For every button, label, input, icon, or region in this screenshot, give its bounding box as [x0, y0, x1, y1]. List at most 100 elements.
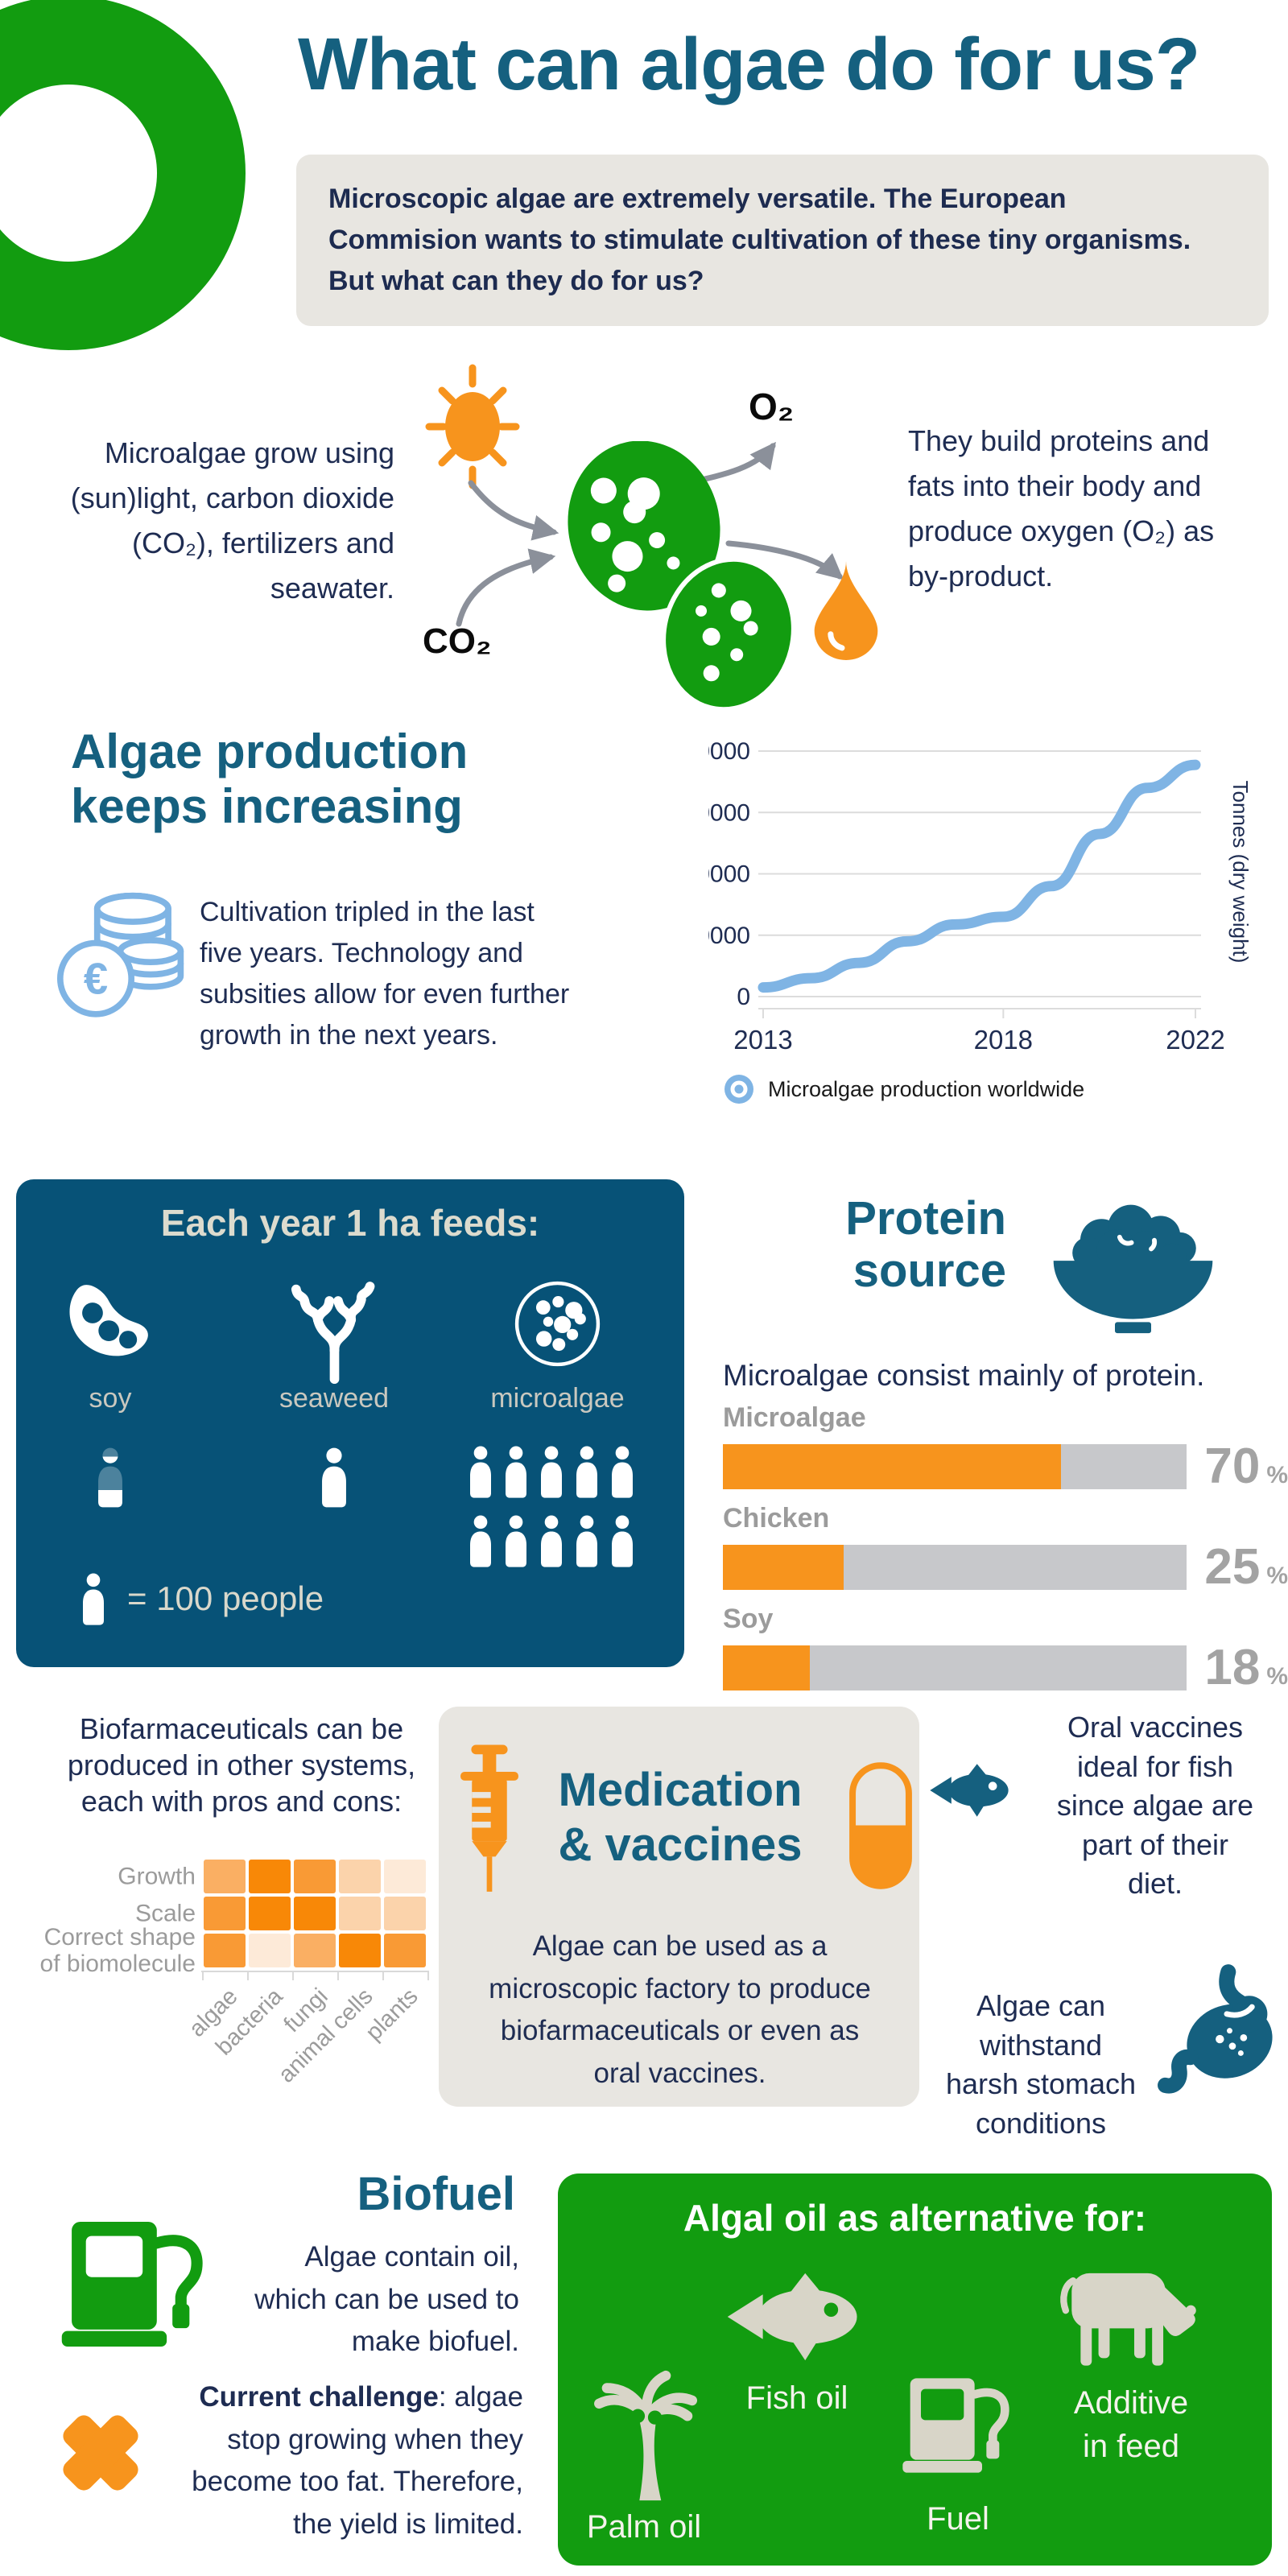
- bar-track: [723, 1645, 1187, 1690]
- o2-label: O₂: [749, 386, 795, 427]
- bar-track: [723, 1444, 1187, 1489]
- heatmap-cell: [384, 1860, 426, 1893]
- svg-text:80000: 80000: [708, 738, 750, 765]
- production-line: [758, 759, 1201, 993]
- person-icon: [571, 1439, 603, 1505]
- fish-text: Oral vaccines ideal for fish since algae…: [1056, 1711, 1254, 1901]
- bar-label: Soy: [723, 1604, 774, 1634]
- feed-label-soy: soy: [89, 1383, 132, 1414]
- heatmap-cell: [339, 1860, 381, 1893]
- bar-label: Microalgae: [723, 1402, 866, 1433]
- bar-value: 18%: [1204, 1640, 1288, 1695]
- co2-label: CO₂: [423, 621, 492, 661]
- bar-fill: [723, 1545, 844, 1590]
- sun-arrow-icon: [468, 480, 559, 541]
- fuel-icon: [902, 2378, 1009, 2473]
- biofarma-heading: Biofarmaceuticals can be produced in oth…: [67, 1712, 416, 1818]
- person-icon: [500, 1509, 532, 1575]
- svg-text:40000: 40000: [708, 861, 750, 888]
- legend-label: Microalgae production worldwide: [768, 1077, 1084, 1101]
- fish-oil-label: Fish oil: [745, 2380, 848, 2416]
- heatmap-cell: [384, 1934, 426, 1967]
- medication-box: [439, 1707, 919, 2107]
- co2-arrow-icon: [456, 548, 556, 627]
- person-icon: [77, 1567, 109, 1633]
- medication-body: Algae can be used as a microscopic facto…: [489, 1930, 871, 2089]
- biofuel-body: Algae contain oil, which can be used to …: [254, 2241, 519, 2357]
- protein-bar-chart: Microalgae 70% Chicken 25% Soy: [723, 1402, 1288, 1693]
- heatmap-cell: [294, 1934, 336, 1967]
- euro-coins-icon: €: [56, 892, 184, 1018]
- challenge-rest: : algae stop growing when they become to…: [192, 2381, 523, 2540]
- heatmap-row-label: Scale: [134, 1900, 196, 1927]
- additive-label: Additive in feed: [1073, 2385, 1189, 2464]
- production-body: Cultivation tripled in the last five yea…: [200, 897, 570, 1051]
- svg-text:€: €: [84, 954, 108, 1003]
- heatmap-cell: [249, 1860, 291, 1893]
- palm-tree-icon: [594, 2370, 698, 2501]
- heatmap-row-label: Correct shape of biomolecule: [39, 1924, 196, 1977]
- production-line-chart: 0 20000 40000 60000 80000 2013 2018 2022 Tonnes …: [683, 729, 1272, 1115]
- stomach-text: Algae can withstand harsh stomach condit…: [945, 1989, 1137, 2140]
- intro-box: Microscopic algae are extremely versatil…: [296, 155, 1269, 326]
- bar-label: Chicken: [723, 1503, 830, 1534]
- heatmap-cell: [249, 1897, 291, 1930]
- bar-value: 70%: [1204, 1439, 1288, 1494]
- algal-oil-heading: Algal oil as alternative for:: [683, 2197, 1147, 2239]
- heatmap-cell: [204, 1860, 246, 1893]
- production-heading: Algae production keeps increasing: [71, 724, 469, 834]
- feed-label-seaweed: seaweed: [279, 1383, 390, 1414]
- fish-oil-icon: [727, 2273, 857, 2361]
- bar-row: 25%: [723, 1542, 1288, 1592]
- microalgae-dish-icon: [514, 1281, 601, 1367]
- svg-text:0: 0: [737, 984, 750, 1010]
- fuel-label: Fuel: [927, 2501, 989, 2537]
- svg-text:Tonnes (dry weight): Tonnes (dry weight): [1228, 781, 1253, 964]
- heatmap-cell: [204, 1934, 246, 1967]
- medication-heading: Medication & vaccines: [558, 1764, 803, 1872]
- photosynthesis-left-text: Microalgae grow using (sun)light, carbon…: [70, 436, 394, 605]
- person-icon: [606, 1439, 638, 1505]
- seaweed-icon: [291, 1282, 375, 1385]
- svg-text:2013: 2013: [733, 1025, 792, 1055]
- page-title: What can algae do for us?: [298, 23, 1200, 105]
- svg-text:2018: 2018: [974, 1025, 1033, 1055]
- capsule-icon: [849, 1762, 912, 1889]
- person-icon: [464, 1439, 497, 1505]
- svg-text:60000: 60000: [708, 799, 750, 826]
- protein-heading: Protein source: [845, 1192, 1006, 1297]
- feeds-box: [16, 1179, 684, 1667]
- challenge-bold: Current challenge: [199, 2381, 439, 2413]
- feeds-legend: = 100 people: [127, 1579, 324, 1617]
- fuel-pump-icon: [61, 2221, 203, 2347]
- bar-value: 25%: [1204, 1539, 1288, 1595]
- bar-fill: [723, 1645, 810, 1690]
- logo-ring-icon: [0, 0, 246, 350]
- cow-icon: [1060, 2273, 1196, 2366]
- heatmap-cell: [339, 1897, 381, 1930]
- rice-bowl-icon: [1053, 1204, 1213, 1334]
- droplet-icon: [814, 561, 878, 660]
- feed-label-microalgae: microalgae: [490, 1383, 625, 1414]
- heatmap-cell: [294, 1897, 336, 1930]
- photosynthesis-right-text: They build proteins and fats into their …: [908, 424, 1215, 593]
- bar-row: 18%: [723, 1643, 1288, 1693]
- heatmap-cell: [204, 1897, 246, 1930]
- person-icon: [535, 1509, 568, 1575]
- palm-oil-label: Palm oil: [586, 2509, 702, 2545]
- person-icon: [316, 1439, 353, 1517]
- syringe-icon: [460, 1744, 518, 1892]
- algae-cells-icon: [568, 441, 796, 712]
- heatmap-cell: [339, 1934, 381, 1967]
- soy-pod-icon: [69, 1285, 148, 1356]
- biofuel-heading: Biofuel: [357, 2168, 515, 2220]
- fish-icon: [930, 1764, 1009, 1817]
- heatmap-row-label: Growth: [118, 1863, 196, 1890]
- person-icon: [606, 1509, 638, 1575]
- bar-fill: [723, 1444, 1061, 1489]
- person-icon: [92, 1439, 129, 1517]
- svg-text:2022: 2022: [1166, 1025, 1224, 1055]
- stomach-icon: [1158, 1964, 1273, 2094]
- heatmap-cell: [294, 1860, 336, 1893]
